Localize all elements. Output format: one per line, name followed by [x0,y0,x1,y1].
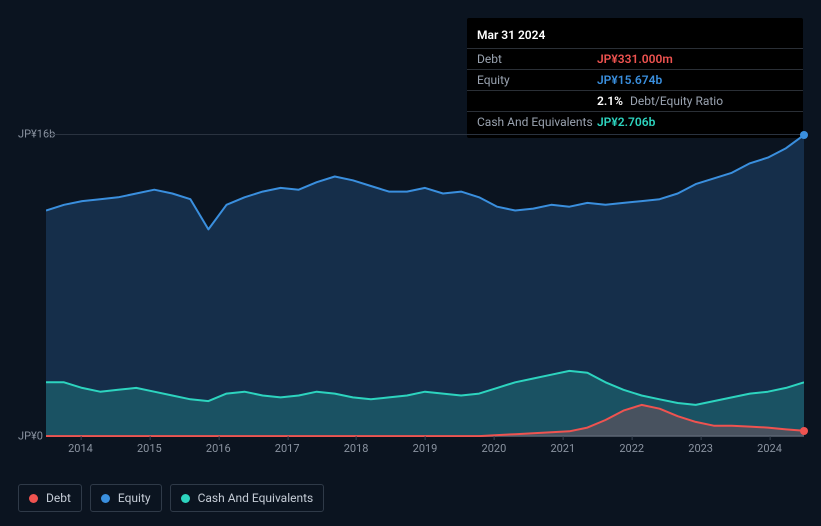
tooltip-date: Mar 31 2024 [467,24,803,48]
chart-legend: Debt Equity Cash And Equivalents [18,484,324,512]
x-axis-label: 2016 [206,442,231,455]
tooltip-row-label: Equity [477,73,597,87]
tooltip-row-extra: Debt/Equity Ratio [627,94,723,108]
tooltip-row-value: 2.1% Debt/Equity Ratio [597,94,723,108]
legend-item-label: Cash And Equivalents [198,491,314,505]
legend-item-cash-and-equivalents[interactable]: Cash And Equivalents [170,484,325,512]
x-axis-label: 2017 [275,442,300,455]
tooltip-row-label: Debt [477,52,597,66]
x-axis-label: 2020 [482,442,507,455]
legend-item-label: Equity [118,491,151,505]
chart-tooltip: Mar 31 2024 DebtJP¥331.000mEquityJP¥15.6… [467,18,803,138]
x-axis-label: 2023 [688,442,713,455]
y-axis-label: JP¥0 [18,430,43,443]
series-end-dot-equity [800,131,808,139]
chart-svg [46,135,804,437]
tooltip-row-label [477,94,597,108]
chart-plot-area[interactable] [46,134,804,436]
debt-equity-chart: JP¥16bJP¥0 20142015201620172018201920202… [18,124,804,464]
tooltip-row-value: JP¥331.000m [597,52,673,66]
tooltip-row: DebtJP¥331.000m [467,48,803,69]
tooltip-row: 2.1% Debt/Equity Ratio [467,90,803,111]
legend-dot-icon [29,494,38,503]
x-axis-label: 2022 [619,442,644,455]
legend-item-debt[interactable]: Debt [18,484,82,512]
x-axis-label: 2015 [137,442,162,455]
x-axis-label: 2021 [550,442,575,455]
tooltip-row: EquityJP¥15.674b [467,69,803,90]
x-axis-label: 2018 [344,442,369,455]
legend-item-label: Debt [46,491,71,505]
x-axis-label: 2024 [757,442,782,455]
legend-dot-icon [101,494,110,503]
legend-item-equity[interactable]: Equity [90,484,162,512]
x-axis-label: 2019 [413,442,438,455]
x-axis: 2014 2015 2016 2017 2018 2019 2020 2021 2022 2023… [46,440,804,460]
tooltip-row-value: JP¥15.674b [597,73,662,87]
series-end-dot-debt [800,427,808,435]
legend-dot-icon [181,494,190,503]
x-axis-label: 2014 [68,442,93,455]
